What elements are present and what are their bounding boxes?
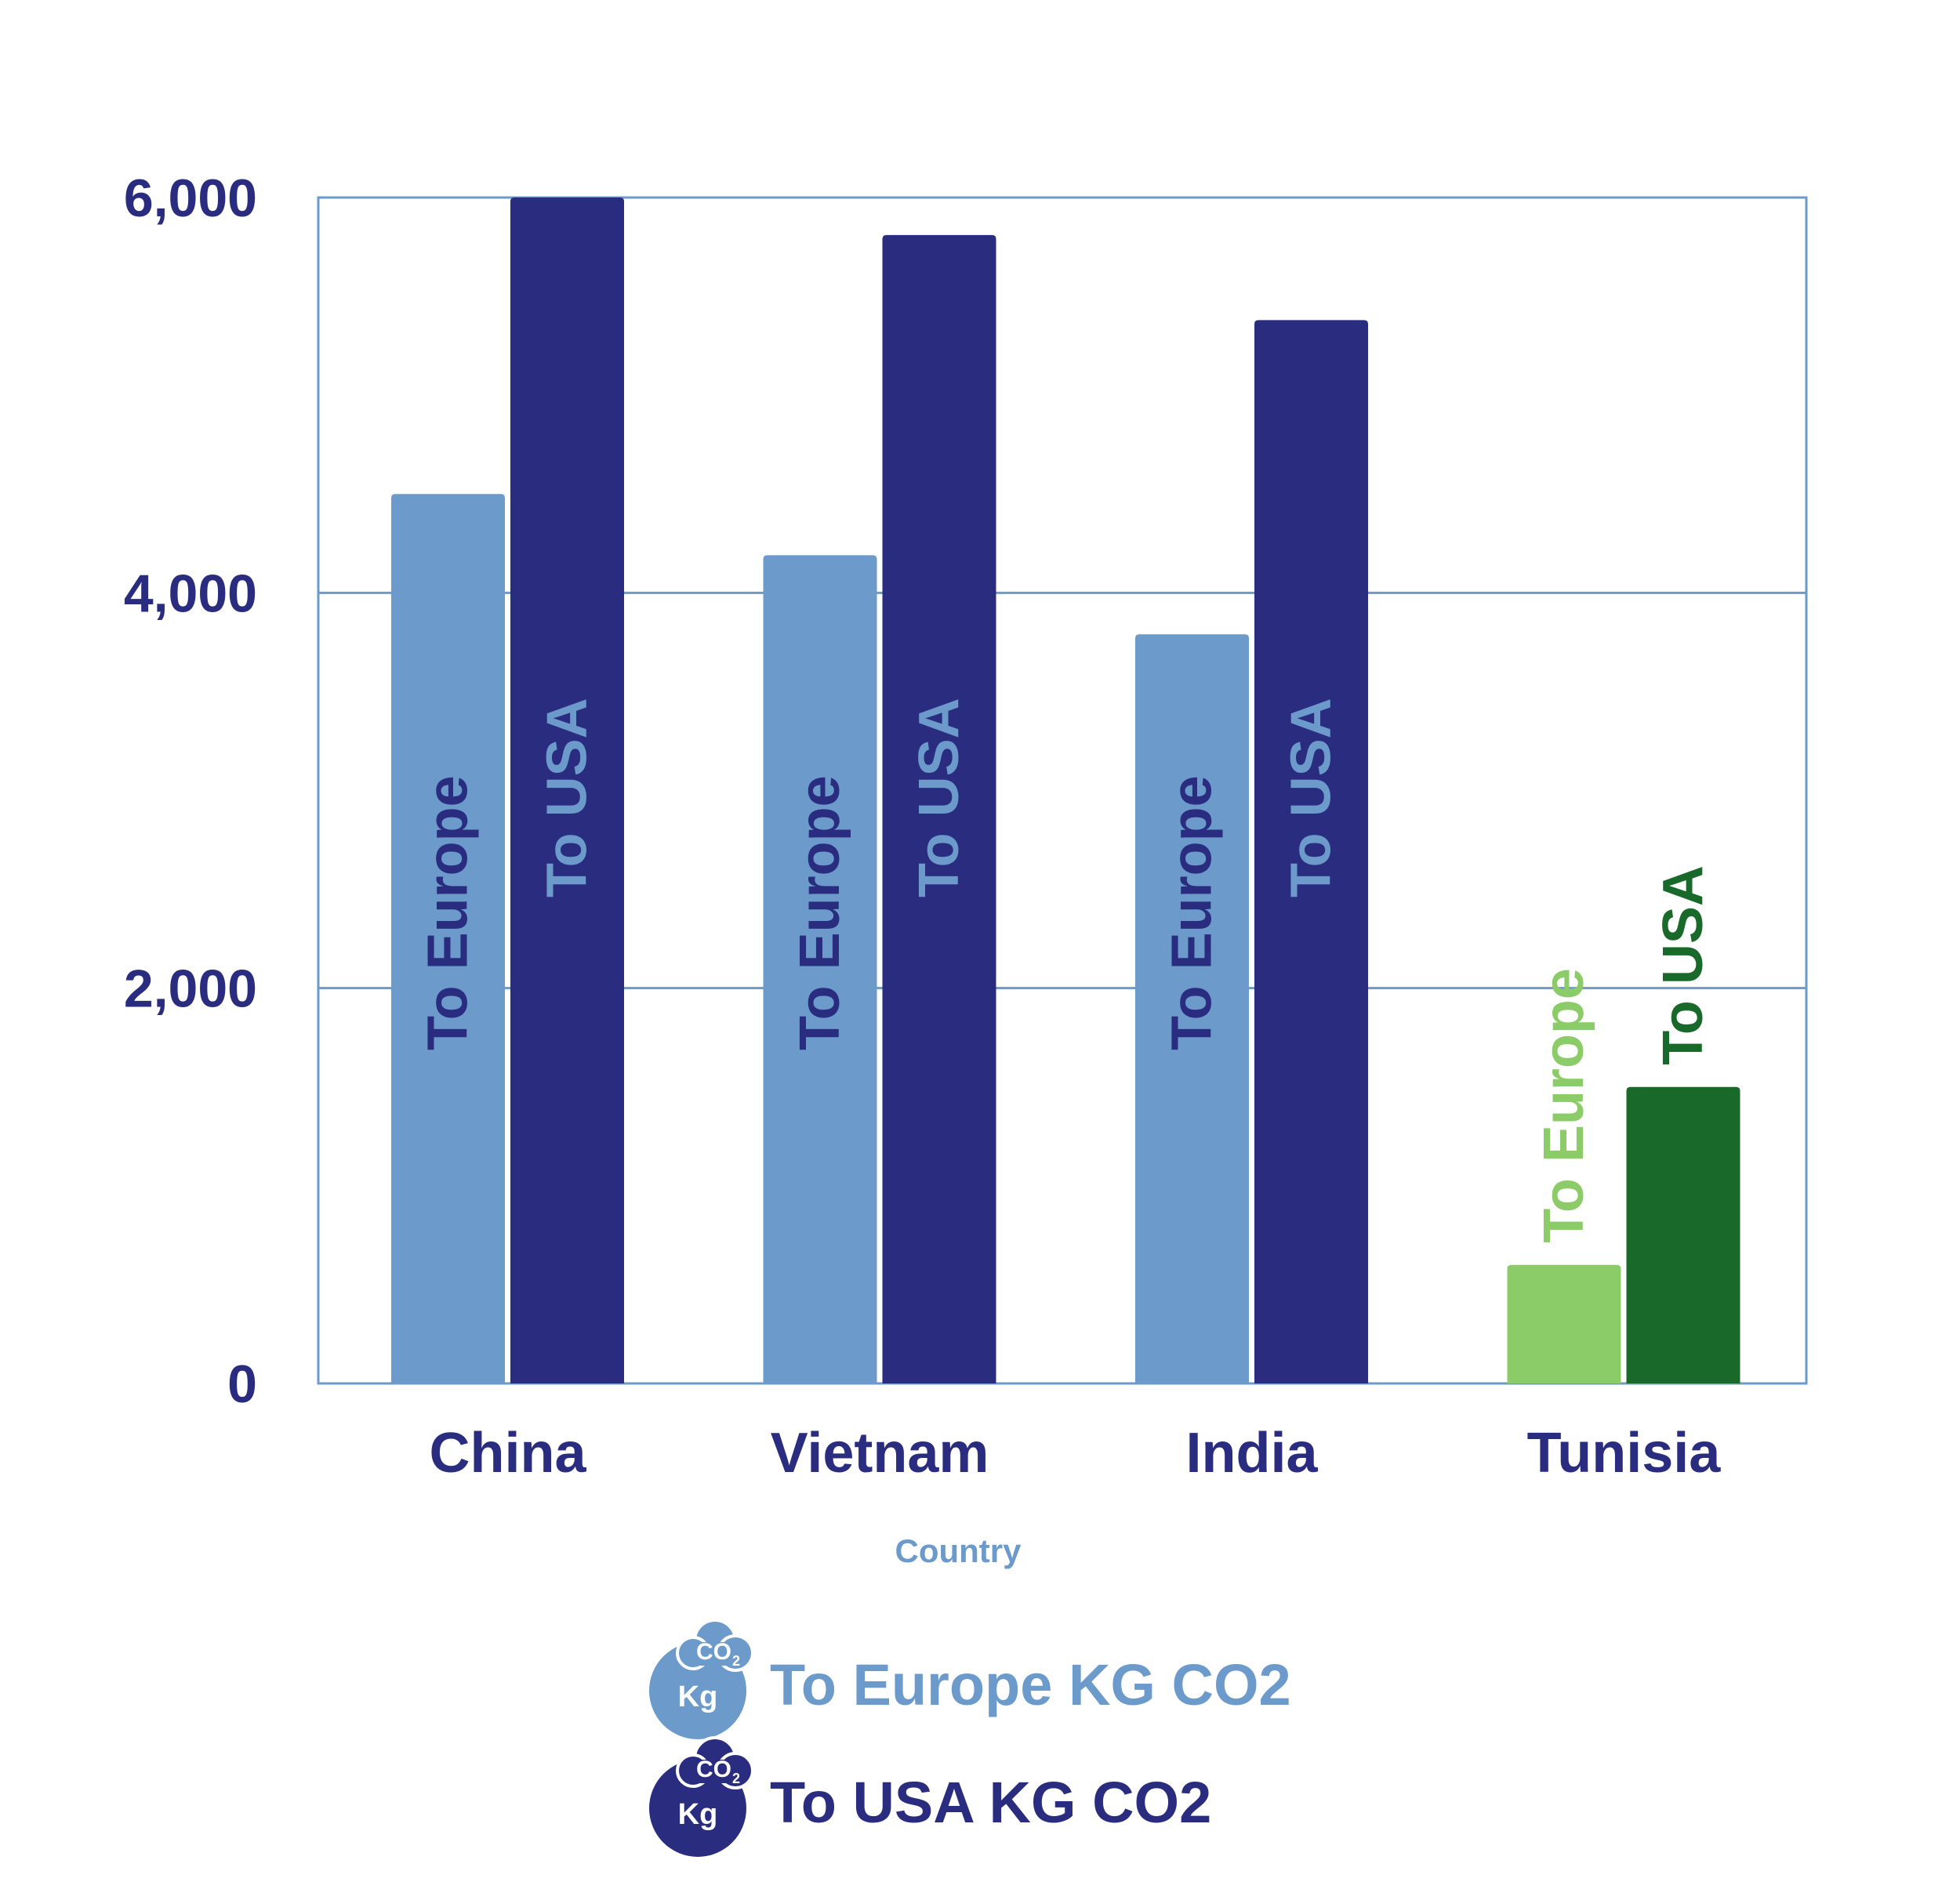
category-label: India [1185,1422,1318,1485]
bar-labels: To Europe To USA To Europe To USA To Europe T… [417,698,1715,1242]
co2-cloud-icon: CO 2 Kg [649,1736,754,1857]
y-tick-label: 4,000 [124,564,257,623]
category-label: Vietnam [771,1422,989,1485]
bar-label: To USA [908,698,971,897]
bar-label: To Europe [417,775,480,1050]
svg-text:Kg: Kg [678,1681,718,1713]
svg-text:Kg: Kg [678,1798,718,1831]
co2-cloud-icon: CO 2 Kg [649,1619,754,1739]
x-axis: China Vietnam India Tunisia [429,1422,1721,1485]
bar [763,555,877,1384]
bar [391,494,505,1383]
bar [1254,320,1368,1384]
y-tick-label: 0 [227,1354,257,1414]
bar [510,198,624,1383]
legend-label: To USA KG CO2 [770,1770,1211,1835]
svg-text:2: 2 [732,1771,740,1786]
legend-label: To Europe KG CO2 [770,1652,1291,1717]
svg-text:2: 2 [732,1653,740,1669]
legend-item: CO 2 Kg To Europe KG CO2 [649,1619,1291,1739]
category-label: Tunisia [1527,1422,1722,1485]
bar-label: To Europe [1161,775,1224,1050]
x-axis-label: Country [895,1532,1022,1569]
y-tick-label: 2,000 [124,959,257,1019]
bar [1626,1086,1740,1383]
category-label: China [429,1422,586,1485]
y-tick-label: 6,000 [124,169,257,228]
svg-text:CO: CO [696,1757,731,1782]
bar [1135,634,1249,1383]
bar-label: To USA [1652,865,1715,1065]
bar [882,234,996,1384]
bar-label: To USA [536,698,599,897]
bar [1507,1264,1621,1383]
legend-item: CO 2 Kg To USA KG CO2 [649,1736,1211,1857]
plot-frame [317,196,1808,1385]
y-axis: 0 2,000 4,000 6,000 [124,169,257,1414]
bar-label: To Europe [789,775,851,1050]
svg-text:CO: CO [696,1639,731,1665]
bar-label: To Europe [1533,968,1595,1243]
bar-label: To USA [1280,698,1343,897]
bars [391,198,1740,1384]
